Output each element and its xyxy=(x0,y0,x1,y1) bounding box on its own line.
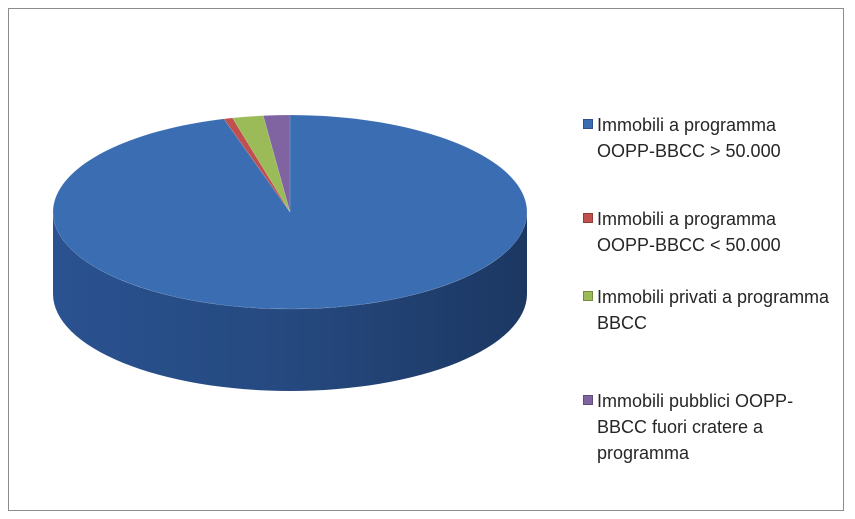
pie-slice xyxy=(262,114,291,213)
legend-label: Immobili a programma OOPP-BBCC < 50.000 xyxy=(597,209,781,255)
pie-chart xyxy=(52,114,528,391)
legend-label: Immobili pubblici OOPP-BBCC fuori crater… xyxy=(597,391,794,463)
pie-side xyxy=(53,212,527,391)
legend-swatch xyxy=(583,213,593,223)
pie-slice xyxy=(223,117,291,213)
legend-swatch xyxy=(583,395,593,405)
pie-slice xyxy=(52,114,528,310)
pie-slice xyxy=(232,115,291,213)
legend-swatch xyxy=(583,291,593,301)
legend-swatch xyxy=(583,119,593,129)
legend-label: Immobili privati a programma BBCC xyxy=(597,287,830,333)
chart-frame xyxy=(8,8,844,511)
legend-label: Immobili a programma OOPP-BBCC > 50.000 xyxy=(597,115,781,161)
